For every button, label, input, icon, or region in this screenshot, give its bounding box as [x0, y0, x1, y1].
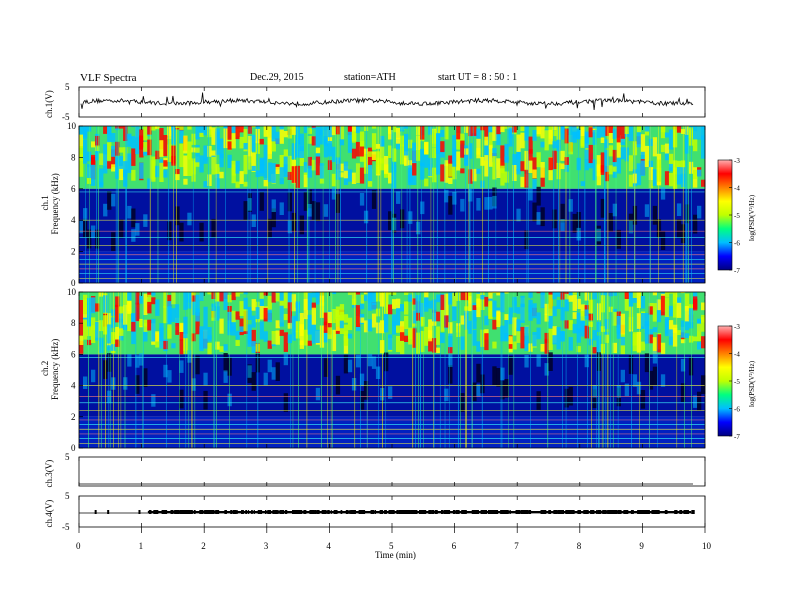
time-tick-4: 4 — [326, 541, 331, 551]
ch2-spec-channel-label: ch.2 — [40, 361, 50, 376]
ch1-wave-ylabel: ch.1(V) — [44, 90, 54, 118]
ch4-waveform-pulses — [94, 510, 695, 514]
ch2-spec-ytick-0: 0 — [71, 443, 76, 453]
time-tick-2: 2 — [201, 541, 206, 551]
ch1-waveform-trace — [80, 92, 694, 110]
ch1-spec-ylabel: Frequency (kHz) — [50, 173, 60, 234]
ch1-spec-ytick-0: 0 — [71, 278, 76, 288]
time-tick-7: 7 — [514, 541, 519, 551]
ch2-spec-cb-tick--3: -3 — [734, 323, 740, 331]
ch1-spec-ytick-10: 10 — [67, 121, 77, 131]
ch1-spec-ytick-4: 4 — [71, 215, 76, 225]
ch1-spec-cb-tick--7: -7 — [734, 267, 740, 275]
time-tick-5: 5 — [389, 541, 394, 551]
time-tick-8: 8 — [577, 541, 582, 551]
time-tick-9: 9 — [639, 541, 644, 551]
ch1-wave-ytick-5: 5 — [65, 82, 70, 92]
ch2-spec-ylabel: Frequency (kHz) — [50, 339, 60, 400]
chart-title: VLF Spectra — [80, 72, 137, 84]
ch1-wave-ytick-neg5: -5 — [62, 112, 70, 122]
station-label: station=ATH — [344, 72, 396, 83]
ch2-spec-band-low — [79, 416, 705, 448]
time-tick-0: 0 — [76, 541, 81, 551]
ch4-wave-ytick-neg5: -5 — [62, 522, 70, 532]
ch4-wave-ylabel: ch.4(V) — [44, 500, 54, 528]
ch2-spec-ytick-2: 2 — [71, 412, 76, 422]
ch3-wave-frame — [78, 456, 706, 487]
ch1-spec-image — [79, 126, 706, 283]
ch1-spec-ytick-2: 2 — [71, 247, 76, 257]
ch3-wave-ylabel: ch.3(V) — [44, 460, 54, 488]
ch2-spec-ytick-10: 10 — [67, 287, 77, 297]
ch1-spec-cb-tick--6: -6 — [734, 240, 740, 248]
ch2-spec-image — [79, 292, 706, 448]
time-tick-10: 10 — [702, 541, 712, 551]
ch2-spec-cb-tick--7: -7 — [734, 433, 740, 441]
time-tick-1: 1 — [139, 541, 144, 551]
ch1-spec-cb-label: log(PSD(V²/Hz) — [748, 194, 756, 241]
ch2-spec-cb-label: log(PSD(V²/Hz) — [748, 360, 756, 407]
ch1-spec-cb-tick--3: -3 — [734, 157, 740, 165]
ch2-spec-cb-tick--4: -4 — [734, 351, 740, 359]
ch1-spec-ytick-6: 6 — [71, 184, 76, 194]
ch2-spec-cb-tick--5: -5 — [734, 378, 740, 386]
time-axis-label: Time (min) — [375, 550, 416, 560]
ch1-spec-cb-tick--4: -4 — [734, 185, 740, 193]
ch2-spec-ytick-4: 4 — [71, 381, 76, 391]
ch2-spec-ytick-8: 8 — [71, 318, 76, 328]
start-time-label: start UT = 8 : 50 : 1 — [438, 72, 518, 83]
time-tick-6: 6 — [452, 541, 457, 551]
time-tick-3: 3 — [264, 541, 269, 551]
ch4-wave-ytick-5: 5 — [65, 491, 70, 501]
ch3-wave-ytick-5: 5 — [65, 452, 70, 462]
ch2-spec-ytick-6: 6 — [71, 349, 76, 359]
ch1-spec-cb-tick--5: -5 — [734, 212, 740, 220]
ch1-spec-ytick-8: 8 — [71, 152, 76, 162]
ch2-spec-cb-tick--6: -6 — [734, 406, 740, 414]
ch1-spec-channel-label: ch.1 — [40, 195, 50, 210]
date-label: Dec.29, 2015 — [250, 72, 304, 83]
